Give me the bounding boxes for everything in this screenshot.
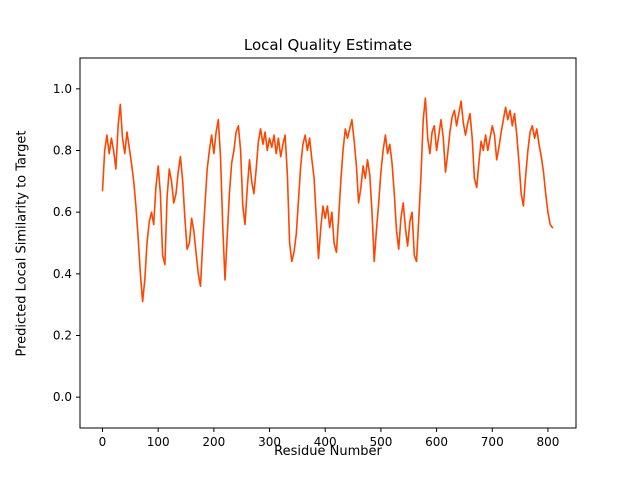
x-tick-label: 500 xyxy=(369,435,392,449)
data-series-line xyxy=(101,97,554,303)
x-axis-label: Residue Number xyxy=(274,444,382,459)
y-tick-label: 0.6 xyxy=(53,205,72,219)
y-tick-label: 0.4 xyxy=(53,267,72,281)
y-tick-label: 0.0 xyxy=(53,390,72,404)
y-tick-label: 0.8 xyxy=(53,144,72,158)
y-tick-label: 0.2 xyxy=(53,329,72,343)
x-tick-label: 600 xyxy=(425,435,448,449)
x-tick-label: 200 xyxy=(202,435,225,449)
x-tick-label: 300 xyxy=(258,435,281,449)
x-tick-label: 800 xyxy=(536,435,559,449)
x-tick-label: 700 xyxy=(481,435,504,449)
x-tick-label: 0 xyxy=(99,435,107,449)
x-tick-label: 400 xyxy=(314,435,337,449)
y-tick-label: 1.0 xyxy=(53,82,72,96)
chart-title: Local Quality Estimate xyxy=(243,36,413,54)
x-tick-label: 100 xyxy=(147,435,170,449)
axes-frame xyxy=(79,57,577,429)
